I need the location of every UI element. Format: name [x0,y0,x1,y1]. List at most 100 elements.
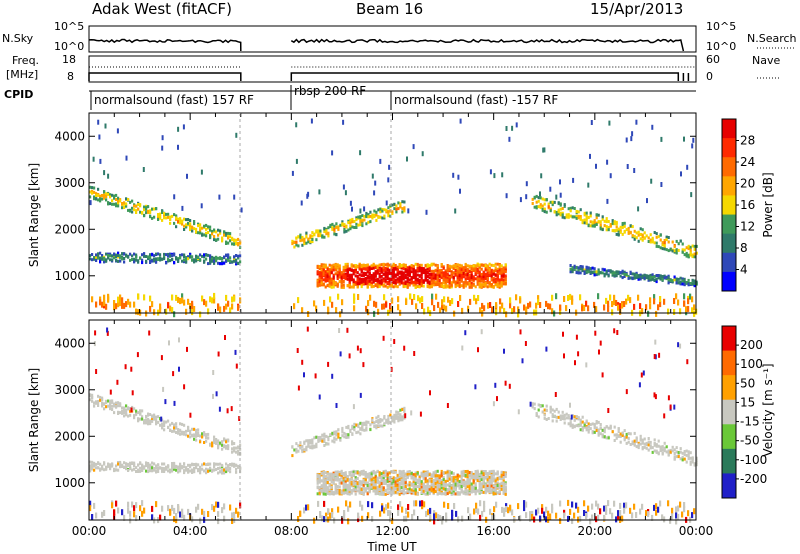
heatmap-cell [448,469,451,473]
heatmap-cell [683,136,685,142]
heatmap-cell [639,227,642,231]
heatmap-cell [460,481,463,485]
heatmap-cell [92,156,95,162]
heatmap-cell [109,252,112,256]
heatmap-cell [523,304,526,311]
heatmap-cell [337,293,340,300]
heatmap-cell [370,285,373,289]
heatmap-cell [436,266,439,270]
heatmap-cell [211,232,214,236]
heatmap-cell [494,277,497,281]
heatmap-cell [356,274,359,278]
heatmap-cell [233,462,236,466]
heatmap-cell [191,468,194,472]
heatmap-cell [187,470,190,474]
heatmap-cell [107,404,110,408]
heatmap-cell [673,309,676,315]
heatmap-cell [159,306,162,313]
heatmap-cell [496,271,499,275]
heatmap-cell [207,253,210,257]
heatmap-cell [133,260,136,264]
heatmap-cell [221,236,224,240]
heatmap-cell [131,468,134,472]
heatmap-cell [383,208,386,212]
heatmap-cell [163,424,166,428]
heatmap-cell [95,253,98,257]
heatmap-cell [422,477,425,481]
heatmap-cell [207,432,210,436]
heatmap-cell [525,306,528,313]
heatmap-cell [383,415,386,418]
heatmap-cell [357,215,360,219]
heatmap-cell [464,492,467,496]
heatmap-cell [529,301,532,308]
heatmap-cell [137,203,140,206]
heatmap-cell [127,469,130,472]
heatmap-cell [329,433,332,437]
heatmap-cell [115,204,118,208]
heatmap-cell [221,440,224,444]
heatmap-cell [367,420,370,424]
heatmap-cell [328,279,331,283]
heatmap-cell [402,476,405,480]
heatmap-cell [159,417,162,420]
heatmap-cell [171,294,174,301]
heatmap-cell [115,202,118,206]
heatmap-cell [115,258,118,262]
heatmap-cell [454,280,457,284]
heatmap-cell [340,491,343,495]
heatmap-cell [466,264,469,268]
heatmap-cell [213,468,216,472]
heatmap-cell [446,272,449,276]
heatmap-cell [340,284,343,288]
heatmap-cell [183,255,186,259]
heatmap-cell [181,253,184,257]
heatmap-cell [121,411,124,415]
heatmap-cell [460,269,463,273]
heatmap-cell [350,474,353,478]
heatmap-cell [189,219,192,222]
heatmap-cell [332,265,335,269]
heatmap-cell [472,269,475,272]
heatmap-cell [179,256,182,260]
heatmap-cell [464,480,467,484]
y-tick-label: 2000 [54,222,85,236]
heatmap-cell [323,299,326,306]
heatmap-cell [91,296,94,303]
heatmap-cell [334,265,337,269]
heatmap-cell [418,274,421,278]
heatmap-cell [681,279,684,283]
heatmap-cell [195,434,198,438]
heatmap-cell [415,303,418,310]
heatmap-cell [149,463,152,467]
heatmap-cell [352,281,355,285]
heatmap-cell [318,283,321,287]
heatmap-cell [537,205,540,209]
heatmap-cell [581,265,584,269]
heatmap-cell [344,266,347,269]
heatmap-cell [683,253,686,257]
heatmap-cell [440,282,443,286]
heatmap-cell [679,276,682,280]
heatmap-cell [461,307,464,314]
heatmap-cell [482,283,485,287]
heatmap-cell [408,283,411,287]
heatmap-cell [119,404,122,408]
heatmap-cell [329,296,332,303]
heatmap-cell [431,293,434,300]
heatmap-cell [145,206,148,210]
heatmap-cell [239,443,242,447]
heatmap-cell [181,466,184,470]
heatmap-cell [155,257,158,261]
heatmap-cell [319,231,322,235]
heatmap-cell [384,279,387,282]
heatmap-cell [173,463,176,467]
heatmap-cell [685,251,688,255]
heatmap-cell [169,218,172,221]
heatmap-cell [434,275,437,278]
heatmap-cell [315,435,318,439]
heatmap-cell [500,284,503,288]
heatmap-cell [388,282,391,286]
heatmap-cell [341,222,344,226]
